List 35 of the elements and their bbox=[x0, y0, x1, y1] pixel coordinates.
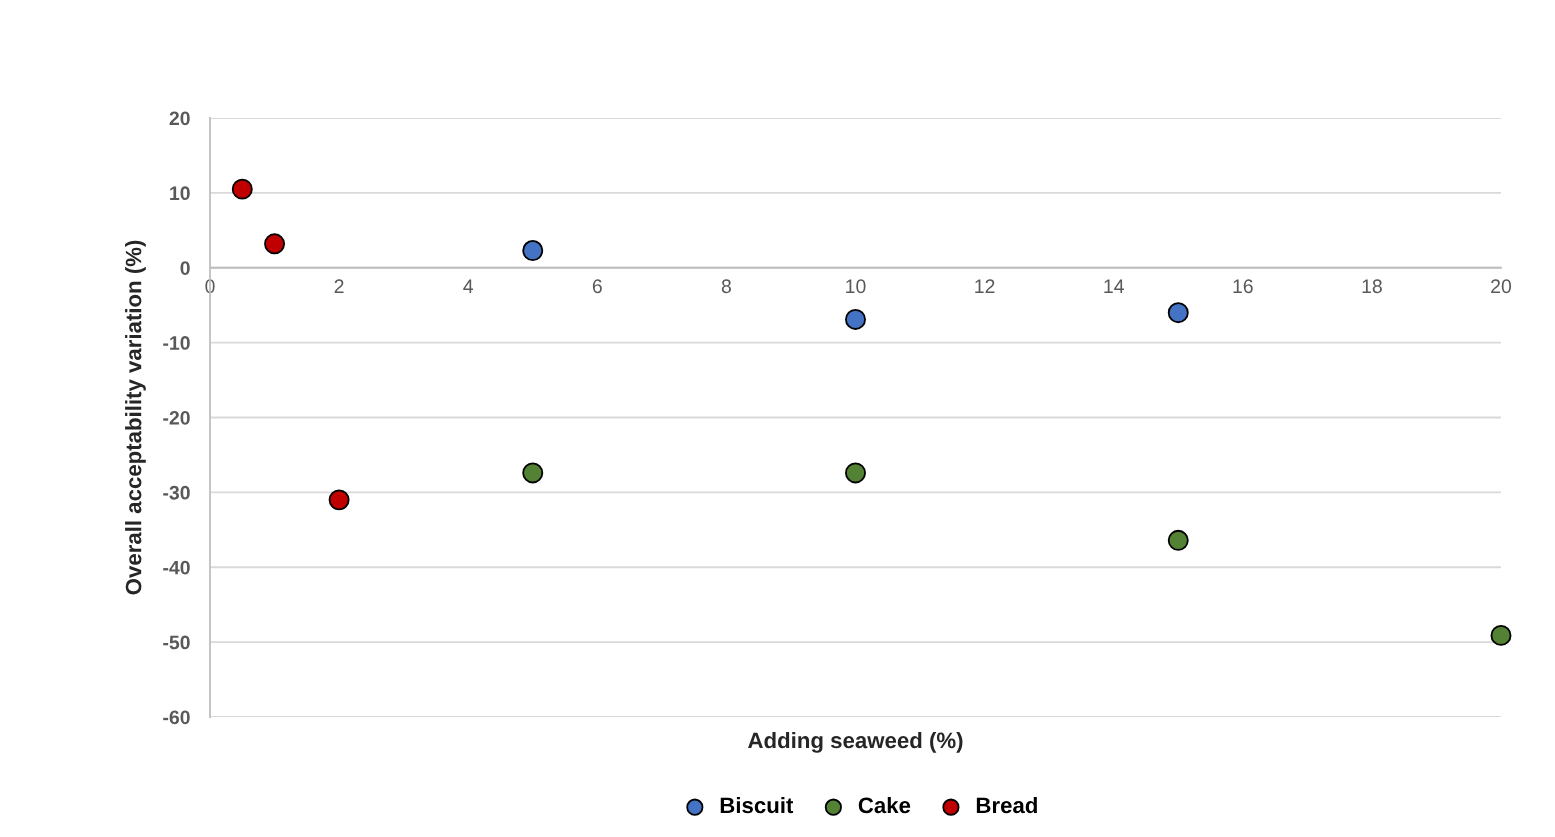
point bbox=[845, 308, 866, 330]
x-tick-label: 8 bbox=[721, 279, 731, 294]
x-tick-label: 18 bbox=[1362, 279, 1382, 294]
x-tick-label: 12 bbox=[975, 279, 995, 293]
x-axis-title: Adding seaweed (%) bbox=[748, 731, 963, 753]
point bbox=[522, 462, 544, 484]
x-tick-label: 14 bbox=[1104, 279, 1124, 293]
legend-label: Bread bbox=[976, 796, 1037, 814]
y-tick-label: -50 bbox=[163, 635, 190, 650]
x-tick-label: 0 bbox=[205, 279, 215, 294]
legend-label: Cake bbox=[858, 796, 911, 814]
y-tick-label: 0 bbox=[180, 261, 190, 275]
point bbox=[1490, 624, 1512, 646]
x-tick-label: 4 bbox=[463, 279, 474, 293]
y-tick-label: -20 bbox=[163, 410, 190, 425]
point bbox=[1167, 302, 1189, 324]
y-tick-label: 20 bbox=[169, 111, 190, 126]
x-tick-label: 16 bbox=[1233, 279, 1253, 294]
y-tick-label: -60 bbox=[163, 710, 190, 725]
y-tick-label: -30 bbox=[163, 485, 190, 500]
x-tick-label: 2 bbox=[334, 279, 344, 293]
y-axis-title: Overall acceptability variation (%) bbox=[125, 240, 146, 595]
point bbox=[1167, 529, 1189, 551]
point bbox=[522, 240, 544, 262]
x-tick-label: 6 bbox=[592, 279, 602, 294]
y-tick-label: -40 bbox=[163, 560, 190, 575]
point bbox=[231, 178, 253, 200]
point bbox=[845, 462, 866, 484]
x-tick-label: 20 bbox=[1491, 279, 1512, 294]
x-tick-label: 10 bbox=[846, 279, 866, 294]
y-tick-label: 10 bbox=[170, 186, 190, 201]
point bbox=[328, 489, 350, 511]
legend-label: Biscuit bbox=[720, 796, 794, 814]
y-tick-label: -10 bbox=[163, 336, 190, 350]
point bbox=[264, 233, 286, 255]
